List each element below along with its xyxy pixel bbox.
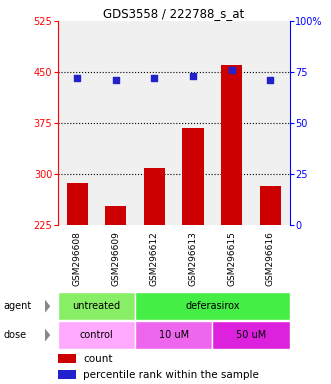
Bar	[58, 321, 135, 349]
Text: untreated: untreated	[72, 301, 120, 311]
Text: GSM296609: GSM296609	[111, 231, 120, 286]
Polygon shape	[45, 300, 50, 313]
Point	[268, 77, 273, 83]
Bar	[182, 127, 204, 225]
Text: count: count	[83, 354, 113, 364]
Text: GSM296613: GSM296613	[189, 231, 198, 286]
Text: 10 uM: 10 uM	[159, 330, 189, 340]
Point	[190, 73, 196, 79]
Text: GSM296612: GSM296612	[150, 231, 159, 286]
Point	[152, 75, 157, 81]
Text: GSM296616: GSM296616	[266, 231, 275, 286]
Bar	[221, 65, 242, 225]
Point	[229, 67, 234, 73]
Bar	[135, 321, 213, 349]
Text: agent: agent	[3, 301, 31, 311]
Bar	[144, 168, 165, 225]
Point	[113, 77, 118, 83]
Bar	[58, 370, 76, 379]
Bar	[213, 321, 290, 349]
Bar	[58, 354, 76, 363]
Text: deferasirox: deferasirox	[185, 301, 240, 311]
Polygon shape	[45, 328, 50, 342]
Bar	[67, 182, 88, 225]
Text: GSM296615: GSM296615	[227, 231, 236, 286]
Bar	[135, 293, 290, 320]
Text: 50 uM: 50 uM	[236, 330, 266, 340]
Text: dose: dose	[3, 330, 26, 340]
Bar	[260, 186, 281, 225]
Title: GDS3558 / 222788_s_at: GDS3558 / 222788_s_at	[103, 7, 244, 20]
Text: GSM296608: GSM296608	[73, 231, 82, 286]
Bar	[58, 293, 135, 320]
Text: percentile rank within the sample: percentile rank within the sample	[83, 370, 259, 380]
Text: control: control	[80, 330, 114, 340]
Point	[74, 75, 80, 81]
Bar	[105, 206, 126, 225]
